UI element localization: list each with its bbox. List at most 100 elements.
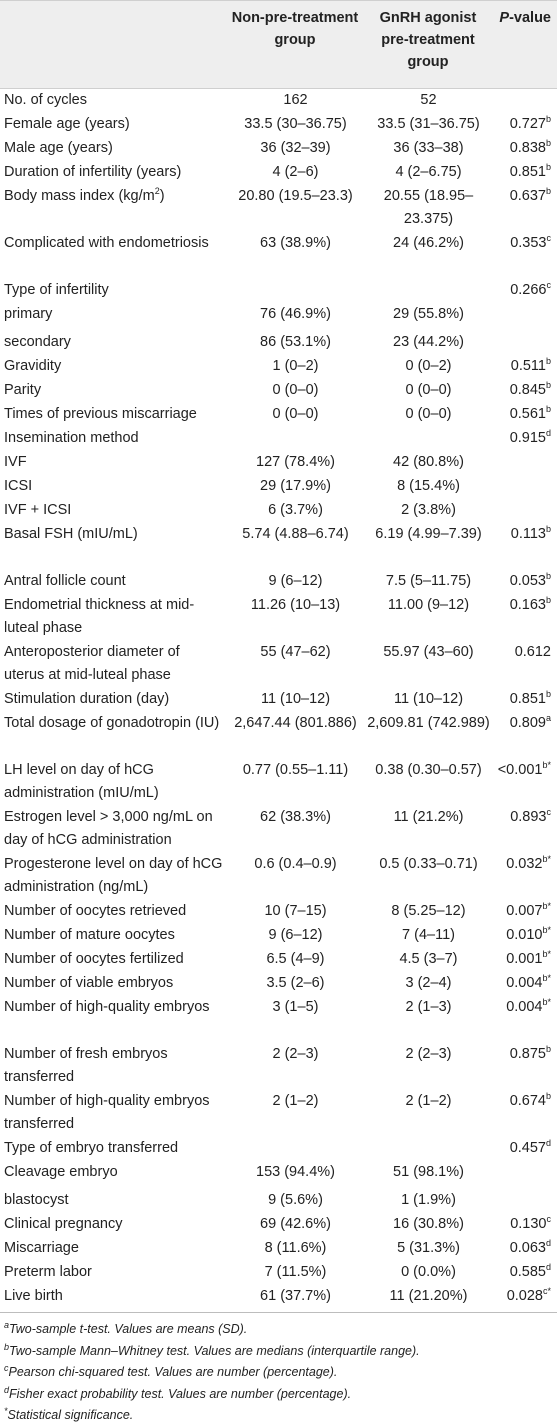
- row-label: Male age (years): [4, 139, 113, 156]
- row-label: Live birth: [0, 1284, 227, 1313]
- table-row: Number of oocytes fertilized 6.5 (4–9) 4.5…: [0, 948, 557, 972]
- row-label: LH level on day of hCG administration (m…: [4, 761, 159, 801]
- table-row: Complicated with endometriosis 63 (38.9%)…: [0, 232, 557, 279]
- table-row: Clinical pregnancy 69 (42.6%) 16 (30.8%) 0.…: [0, 1213, 557, 1237]
- cell-non-pretreatment: 62 (38.3%): [260, 808, 331, 825]
- cell-p-value: 0.838b: [509, 137, 551, 156]
- cell-non-pretreatment: 86 (53.1%): [260, 333, 331, 350]
- row-label: blastocyst: [4, 1191, 69, 1208]
- table-row: Type of infertility 0.266c: [0, 279, 557, 303]
- cell-gnrh-pretreatment: 2 (1–3): [405, 998, 452, 1015]
- cell-non-pretreatment: 8 (11.6%): [264, 1239, 327, 1256]
- row-label: Number of viable embryos: [4, 974, 174, 991]
- row-label: Number of fresh embryos transferred: [4, 1045, 168, 1085]
- header-blank: [0, 1, 227, 89]
- cell-gnrh-pretreatment: 51 (98.1%): [393, 1163, 464, 1180]
- table-row: Number of oocytes retrieved 10 (7–15) 8 (5…: [0, 900, 557, 924]
- cell-p-value: 0.130c: [510, 1213, 551, 1232]
- cell-p-value: 0.585d: [509, 1261, 551, 1280]
- table-row: Number of viable embryos 3.5 (2–6) 3 (2–4)…: [0, 972, 557, 996]
- row-label: secondary: [4, 333, 71, 350]
- row-label: Duration of infertility (years): [4, 163, 182, 180]
- row-label: primary: [4, 305, 53, 322]
- cell-gnrh-pretreatment: 11 (21.2%): [393, 808, 464, 825]
- row-label: Type of infertility: [4, 281, 109, 298]
- cell-non-pretreatment: 33.5 (30–36.75): [244, 115, 347, 132]
- cell-non-pretreatment: 11.26 (10–13): [250, 596, 341, 613]
- row-label: Gravidity: [4, 357, 62, 374]
- table-row: Type of embryo transferred 0.457d: [0, 1137, 557, 1161]
- cell-gnrh-pretreatment: 8 (5.25–12): [391, 902, 466, 919]
- cell-p-value: 0.004b*: [506, 996, 551, 1015]
- cell-p-value: 0.028c*: [493, 1284, 557, 1313]
- cell-p-value: <0.001b*: [497, 759, 551, 778]
- cell-non-pretreatment: 29 (17.9%): [260, 477, 331, 494]
- cell-gnrh-pretreatment: 6.19 (4.99–7.39): [375, 525, 482, 542]
- cell-non-pretreatment: 162: [283, 92, 308, 108]
- cell-gnrh-pretreatment: 11.00 (9–12): [387, 596, 470, 613]
- row-label: Total dosage of gonadotropin (IU): [4, 714, 220, 731]
- cell-non-pretreatment: 1 (0–2): [272, 357, 319, 374]
- header-p-rest: -value: [509, 10, 551, 26]
- row-label: Complicated with endometriosis: [4, 234, 209, 251]
- header-non-pretreatment: Non-pre-treatment group: [231, 10, 359, 48]
- cell-non-pretreatment: 0 (0–0): [272, 381, 319, 398]
- cell-non-pretreatment: 127 (78.4%): [256, 453, 335, 470]
- cell-gnrh-pretreatment: 42 (80.8%): [393, 453, 464, 470]
- cell-non-pretreatment: 3.5 (2–6): [266, 974, 325, 991]
- cell-non-pretreatment: 2 (1–2): [272, 1092, 319, 1109]
- row-label: Anteroposterior diameter of uterus at mi…: [4, 643, 180, 683]
- cell-non-pretreatment: 55 (47–62): [260, 643, 331, 660]
- row-label: IVF: [4, 453, 27, 470]
- cell-gnrh-pretreatment: 2 (1–2): [405, 1092, 452, 1109]
- table-row: Number of high-quality embryos transferr…: [0, 1090, 557, 1137]
- cell-non-pretreatment: 11 (10–12): [260, 690, 331, 707]
- table-row: Cleavage embryo 153 (94.4%) 51 (98.1%): [0, 1161, 557, 1189]
- cell-non-pretreatment: 2,647.44 (801.886): [234, 714, 357, 731]
- row-label: Type of embryo transferred: [4, 1139, 179, 1156]
- row-label: Insemination method: [4, 429, 139, 446]
- cell-p-value: 0.113b: [510, 523, 551, 542]
- cell-gnrh-pretreatment: 7.5 (5–11.75): [385, 572, 472, 589]
- cell-p-value: 0.457d: [509, 1137, 551, 1156]
- table-row: Antral follicle count 9 (6–12) 7.5 (5–11.7…: [0, 570, 557, 594]
- cell-non-pretreatment: 2 (2–3): [272, 1045, 319, 1062]
- cell-non-pretreatment: 7 (11.5%): [264, 1263, 327, 1280]
- table-header-row: Non-pre-treatment group GnRH agonist pre…: [0, 0, 557, 89]
- cell-gnrh-pretreatment: 5 (31.3%): [397, 1239, 460, 1256]
- cell-gnrh-pretreatment: 2 (2–3): [405, 1045, 452, 1062]
- cell-p-value: 0.875b: [509, 1043, 551, 1062]
- cell-p-value: 0.612: [514, 643, 551, 660]
- cell-gnrh-pretreatment: 23 (44.2%): [393, 333, 464, 350]
- cell-gnrh-pretreatment: 20.55 (18.95–23.375): [383, 187, 474, 227]
- cell-non-pretreatment: 6 (3.7%): [268, 501, 323, 518]
- cell-p-value: [493, 475, 557, 499]
- row-label: Body mass index (kg/m2): [4, 185, 165, 204]
- cell-non-pretreatment: 69 (42.6%): [260, 1215, 331, 1232]
- row-label: Preterm labor: [4, 1263, 92, 1280]
- table-row: Times of previous miscarriage 0 (0–0) 0 (0…: [0, 403, 557, 427]
- results-table: Non-pre-treatment group GnRH agonist pre…: [0, 0, 557, 1313]
- cell-gnrh-pretreatment: 4 (2–6.75): [395, 163, 462, 180]
- cell-p-value: 0.063d: [509, 1237, 551, 1256]
- cell-p-value: 0.001b*: [506, 948, 551, 967]
- cell-non-pretreatment: 9 (5.6%): [268, 1191, 323, 1208]
- table-row: Progesterone level on day of hCG adminis…: [0, 853, 557, 900]
- row-label: Number of mature oocytes: [4, 926, 175, 943]
- cell-p-value: 0.845b: [509, 379, 551, 398]
- table-row: blastocyst 9 (5.6%) 1 (1.9%): [0, 1189, 557, 1213]
- cell-p-value: 0.163b: [509, 594, 551, 613]
- cell-p-value: 0.727b: [509, 113, 551, 132]
- footnote: aTwo-sample t-test. Values are means (SD…: [4, 1319, 248, 1336]
- cell-non-pretreatment: 0 (0–0): [272, 405, 319, 422]
- cell-non-pretreatment: [227, 1137, 363, 1161]
- cell-p-value: 0.004b*: [506, 972, 551, 991]
- header-gnrh-pretreatment: GnRH agonist pre-treatment group: [379, 10, 477, 70]
- cell-p-value: 0.032b*: [506, 853, 551, 872]
- cell-non-pretreatment: 4 (2–6): [272, 163, 319, 180]
- footnote: dFisher exact probability test. Values a…: [4, 1384, 352, 1401]
- cell-gnrh-pretreatment: 4.5 (3–7): [399, 950, 458, 967]
- cell-gnrh-pretreatment: 0 (0.0%): [401, 1263, 456, 1280]
- cell-gnrh-pretreatment: 2,609.81 (742.989): [367, 714, 490, 731]
- row-label: Times of previous miscarriage: [4, 405, 197, 422]
